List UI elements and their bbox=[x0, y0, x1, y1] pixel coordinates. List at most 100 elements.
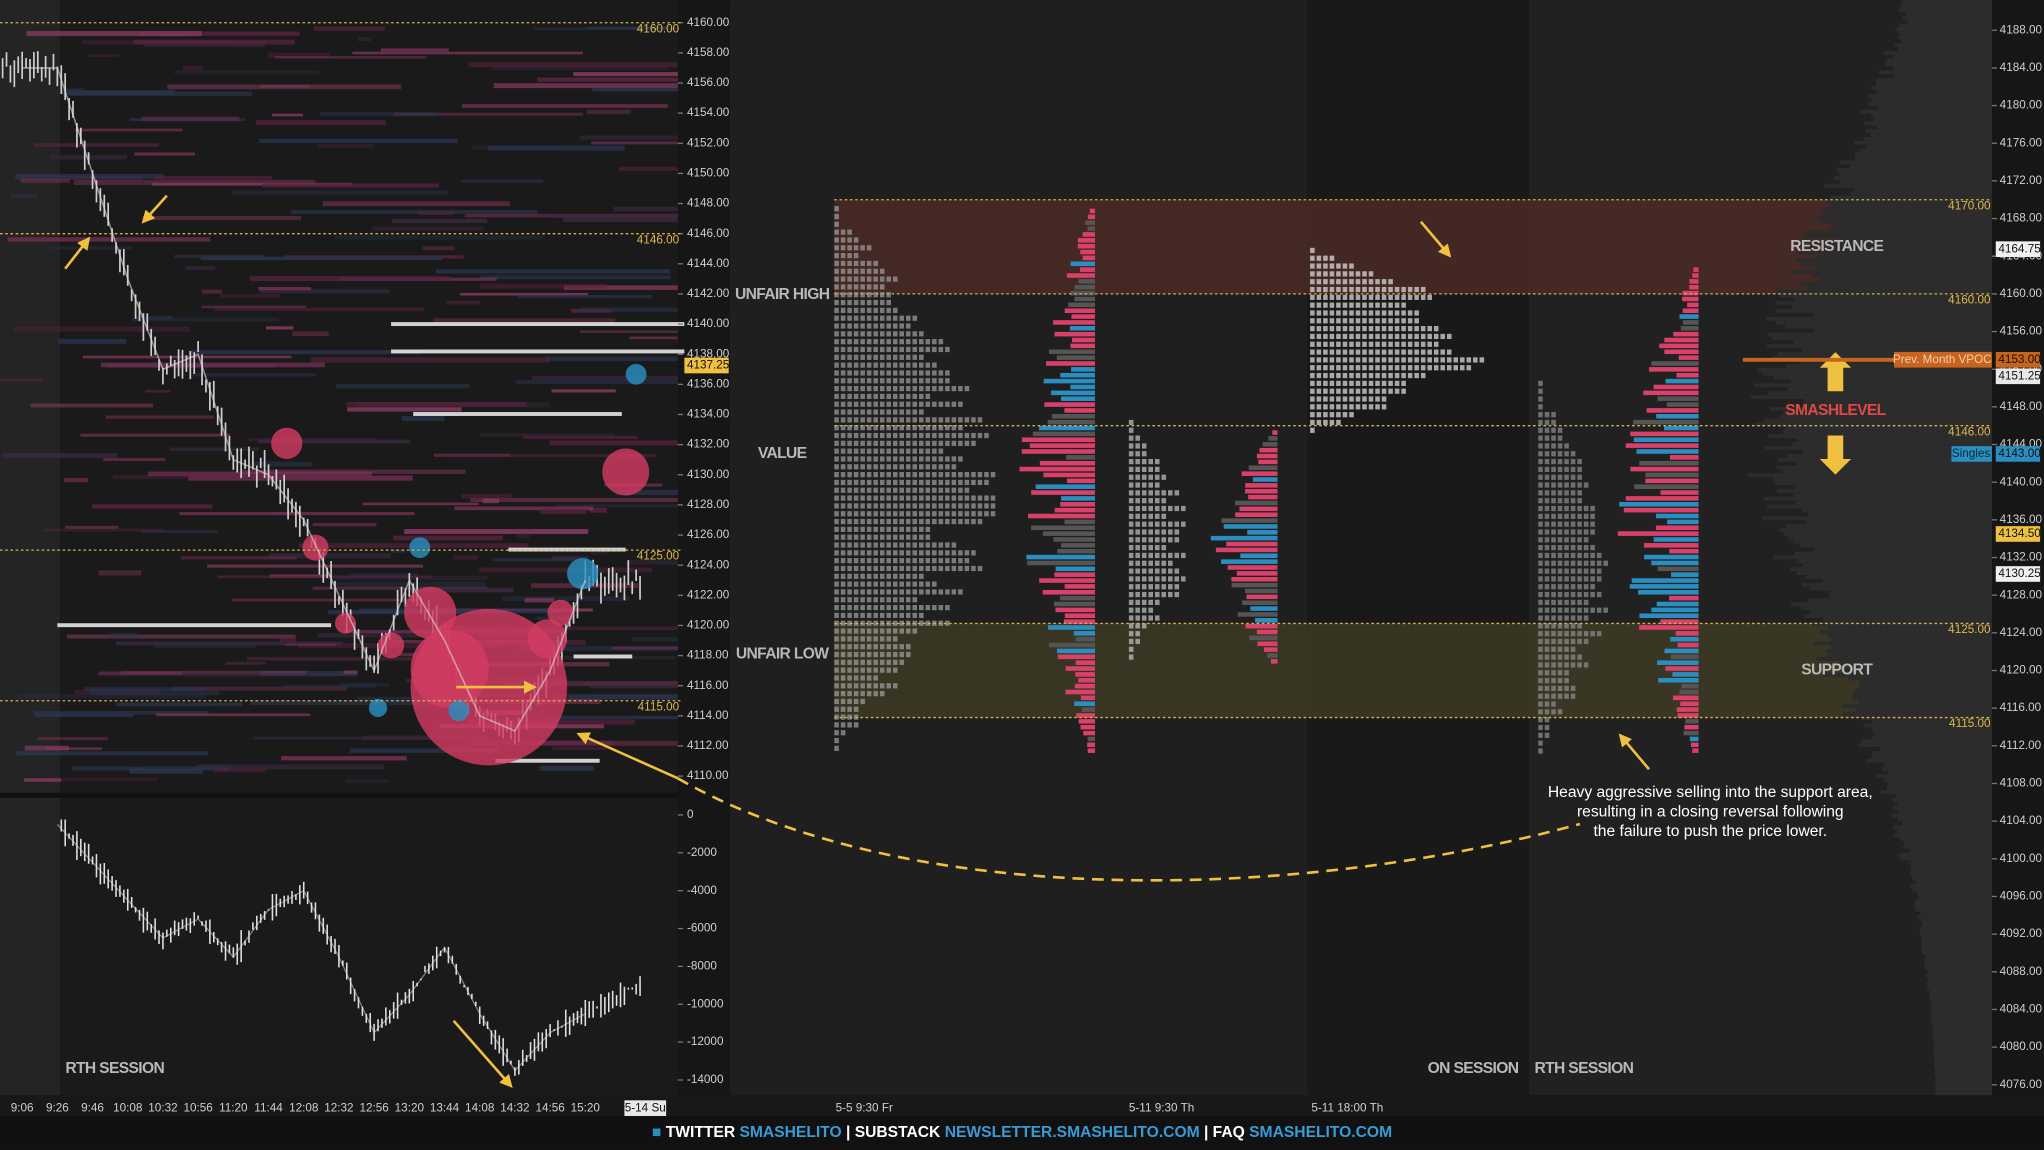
tpo-block bbox=[1473, 357, 1478, 363]
footer-link[interactable]: NEWSLETTER.SMASHELITO.COM bbox=[945, 1124, 1200, 1141]
tpo-block bbox=[1381, 326, 1387, 332]
tpo-block bbox=[873, 370, 878, 376]
tpo-block bbox=[1583, 576, 1589, 582]
tpo-block bbox=[1544, 412, 1550, 418]
tpo-block bbox=[1551, 568, 1556, 574]
tpo-block bbox=[1446, 357, 1452, 363]
tpo-block bbox=[938, 503, 944, 509]
tpo-block bbox=[1544, 482, 1550, 488]
tpo-block bbox=[879, 354, 885, 360]
tpo-block bbox=[853, 667, 859, 673]
tpo-block bbox=[1168, 576, 1173, 582]
tpo-block bbox=[958, 417, 963, 423]
heatmap-streak bbox=[185, 266, 216, 270]
tpo-block bbox=[912, 409, 918, 415]
tpo-block bbox=[847, 597, 852, 603]
composite-profile-bar bbox=[1876, 78, 1992, 83]
tpo-block bbox=[847, 339, 852, 345]
price-box-label: 4164.75 bbox=[1998, 242, 2041, 255]
liquidity-bar bbox=[508, 547, 626, 552]
region-label: VALUE bbox=[758, 445, 807, 462]
tpo-block bbox=[1544, 709, 1550, 715]
tpo-block bbox=[899, 503, 905, 509]
tpo-block bbox=[905, 409, 911, 415]
tpo-block bbox=[840, 589, 846, 595]
composite-profile-bar bbox=[1901, 39, 1992, 44]
y-tick-label: 4188.00 bbox=[2000, 23, 2043, 36]
tpo-block bbox=[1161, 584, 1167, 590]
tpo-block bbox=[834, 401, 839, 407]
tpo-block bbox=[1544, 599, 1550, 605]
tpo-block bbox=[899, 628, 905, 634]
tpo-block bbox=[892, 651, 898, 658]
tpo-block bbox=[1148, 615, 1154, 621]
volume-profile-bar bbox=[1065, 689, 1095, 695]
composite-profile-bar bbox=[1839, 180, 1992, 184]
tpo-block bbox=[840, 573, 846, 579]
tpo-block bbox=[834, 651, 839, 658]
composite-profile-bar bbox=[1789, 269, 1992, 274]
tpo-block bbox=[892, 346, 898, 353]
tpo-block bbox=[1538, 545, 1543, 551]
tpo-block bbox=[1329, 341, 1335, 347]
composite-profile-bar bbox=[1804, 614, 1992, 619]
tpo-block bbox=[873, 683, 878, 689]
heatmap-streak bbox=[464, 213, 678, 218]
tpo-block bbox=[1538, 662, 1543, 668]
tpo-block bbox=[873, 448, 878, 454]
tpo-block bbox=[886, 315, 891, 321]
tpo-block bbox=[1388, 349, 1393, 355]
footer-link[interactable]: SMASHELITO bbox=[739, 1124, 841, 1141]
tpo-block bbox=[899, 573, 905, 579]
tpo-block bbox=[945, 565, 950, 572]
tpo-block bbox=[1538, 443, 1543, 449]
tpo-block bbox=[1446, 333, 1452, 340]
tpo-block bbox=[977, 472, 983, 478]
tpo-block bbox=[873, 346, 878, 353]
volume-profile-bar bbox=[1680, 701, 1699, 707]
tpo-block bbox=[1577, 584, 1582, 590]
heatmap-streak bbox=[231, 598, 421, 602]
tpo-block bbox=[879, 292, 885, 298]
volume-profile-bar bbox=[1070, 343, 1095, 349]
tpo-block bbox=[866, 675, 872, 681]
tpo-block bbox=[1427, 357, 1432, 363]
tpo-block bbox=[840, 604, 846, 611]
tpo-block bbox=[1388, 333, 1393, 340]
tpo-block bbox=[1316, 326, 1322, 332]
tpo-block bbox=[1323, 388, 1328, 394]
composite-profile-bar bbox=[1801, 262, 1992, 267]
tpo-block bbox=[945, 503, 950, 509]
composite-profile-bar bbox=[1897, 801, 1992, 806]
tpo-block bbox=[1381, 388, 1387, 394]
tpo-block bbox=[847, 229, 852, 235]
tpo-block bbox=[1141, 474, 1147, 480]
tpo-block bbox=[919, 479, 924, 486]
tpo-block bbox=[932, 440, 937, 446]
tpo-block bbox=[879, 683, 885, 689]
tpo-block bbox=[1557, 521, 1563, 527]
composite-profile-bar bbox=[1833, 176, 1992, 181]
tpo-block bbox=[1362, 302, 1367, 308]
tpo-block bbox=[892, 464, 898, 470]
volume-profile-bar bbox=[1671, 654, 1699, 660]
volume-profile-bar bbox=[1643, 543, 1699, 548]
tpo-block bbox=[853, 644, 859, 650]
heatmap-streak bbox=[16, 751, 208, 756]
heatmap-streak bbox=[629, 336, 678, 340]
tpo-block bbox=[840, 456, 846, 462]
volume-profile-bar bbox=[1226, 541, 1278, 547]
composite-profile-bar bbox=[1899, 7, 1992, 12]
tpo-block bbox=[866, 691, 872, 697]
footer-link[interactable]: SMASHELITO.COM bbox=[1249, 1124, 1392, 1141]
composite-profile-bar bbox=[1791, 305, 1992, 310]
tpo-block bbox=[1154, 498, 1160, 504]
volume-profile-bar bbox=[1664, 425, 1699, 431]
volume-profile-bar bbox=[1078, 279, 1095, 284]
tpo-block bbox=[925, 370, 931, 376]
composite-profile-bar bbox=[1754, 422, 1992, 427]
tpo-block bbox=[1323, 302, 1328, 308]
volume-profile-bar bbox=[1693, 267, 1699, 272]
tpo-block bbox=[1577, 482, 1582, 488]
tpo-block bbox=[1349, 302, 1354, 308]
